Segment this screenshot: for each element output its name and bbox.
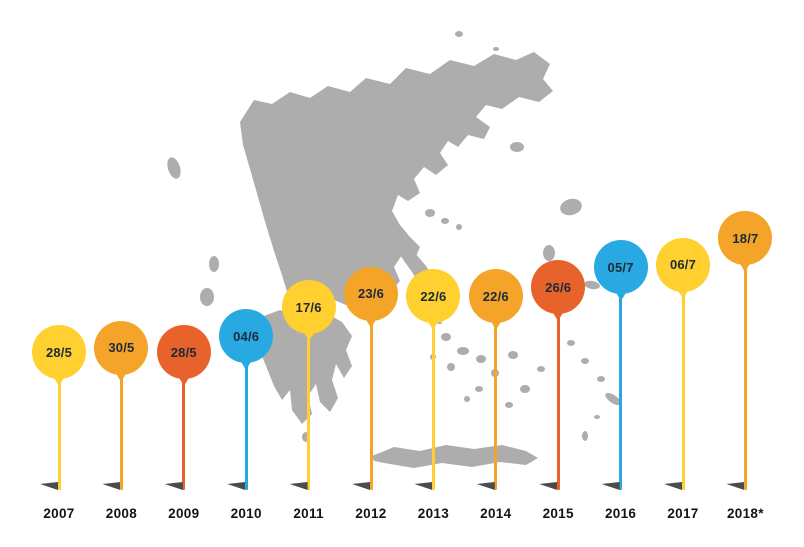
date-label: 30/5 — [108, 340, 135, 356]
date-balloon[interactable]: 28/5 — [156, 325, 211, 379]
base-shadow — [164, 482, 183, 490]
date-balloon[interactable]: 18/7 — [718, 211, 773, 265]
date-balloon[interactable]: 06/7 — [656, 237, 710, 292]
greece-mainland — [240, 52, 553, 307]
year-label: 2012 — [355, 506, 387, 521]
year-label: 2008 — [105, 506, 137, 521]
date-balloon[interactable]: 05/7 — [593, 240, 648, 295]
year-label: 2017 — [667, 506, 699, 521]
balloon-stem — [556, 313, 560, 490]
balloon-stem — [369, 319, 373, 490]
base-shadow — [664, 482, 682, 490]
date-balloon[interactable]: 04/6 — [219, 309, 274, 364]
date-label: 22/6 — [482, 288, 509, 304]
date-label: 05/7 — [607, 259, 634, 275]
peloponnese — [254, 310, 352, 424]
balloon-stem — [494, 322, 498, 490]
year-label: 2015 — [542, 506, 574, 521]
base-shadow — [476, 482, 495, 490]
year-label: 2013 — [417, 506, 449, 521]
balloon-stem — [57, 378, 61, 490]
year-label: 2010 — [230, 506, 262, 521]
year-label: 2016 — [604, 506, 637, 521]
date-label: 26/6 — [545, 279, 572, 295]
balloon-stem — [182, 378, 186, 490]
year-label: 2009 — [168, 506, 200, 521]
year-label: 2007 — [43, 506, 75, 521]
balloon-stem — [119, 373, 123, 490]
date-label: 28/5 — [170, 344, 197, 360]
date-label: 23/6 — [357, 286, 385, 302]
balloon-stem — [244, 362, 248, 490]
date-balloon[interactable]: 28/5 — [32, 325, 86, 379]
base-shadow — [102, 482, 121, 490]
date-label: 28/5 — [45, 344, 73, 360]
date-balloon[interactable]: 30/5 — [94, 320, 149, 375]
date-balloon[interactable]: 23/6 — [344, 266, 398, 321]
date-label: 22/6 — [420, 288, 447, 304]
balloon-stem — [681, 290, 685, 490]
base-shadow — [227, 482, 246, 490]
base-shadow — [289, 482, 308, 490]
base-shadow — [352, 482, 370, 490]
balloon-stem — [619, 293, 623, 490]
date-balloon[interactable]: 26/6 — [531, 260, 586, 315]
date-label: 04/6 — [233, 328, 260, 344]
base-shadow — [601, 482, 620, 490]
base-shadow — [414, 482, 433, 490]
date-balloon[interactable]: 17/6 — [281, 280, 336, 335]
base-shadow — [539, 482, 558, 490]
balloon-stem — [743, 264, 747, 490]
year-label: 2014 — [480, 506, 512, 521]
year-label: 2018* — [726, 506, 764, 521]
balloon-stem — [307, 333, 311, 490]
balloon-stem — [431, 322, 435, 490]
base-shadow — [726, 482, 745, 490]
year-label: 2011 — [293, 506, 324, 521]
date-label: 17/6 — [295, 299, 322, 315]
base-shadow — [40, 482, 58, 490]
date-balloon[interactable]: 22/6 — [468, 269, 523, 324]
date-balloon[interactable]: 22/6 — [406, 269, 461, 324]
date-label: 18/7 — [732, 230, 759, 246]
date-label: 06/7 — [669, 257, 697, 273]
